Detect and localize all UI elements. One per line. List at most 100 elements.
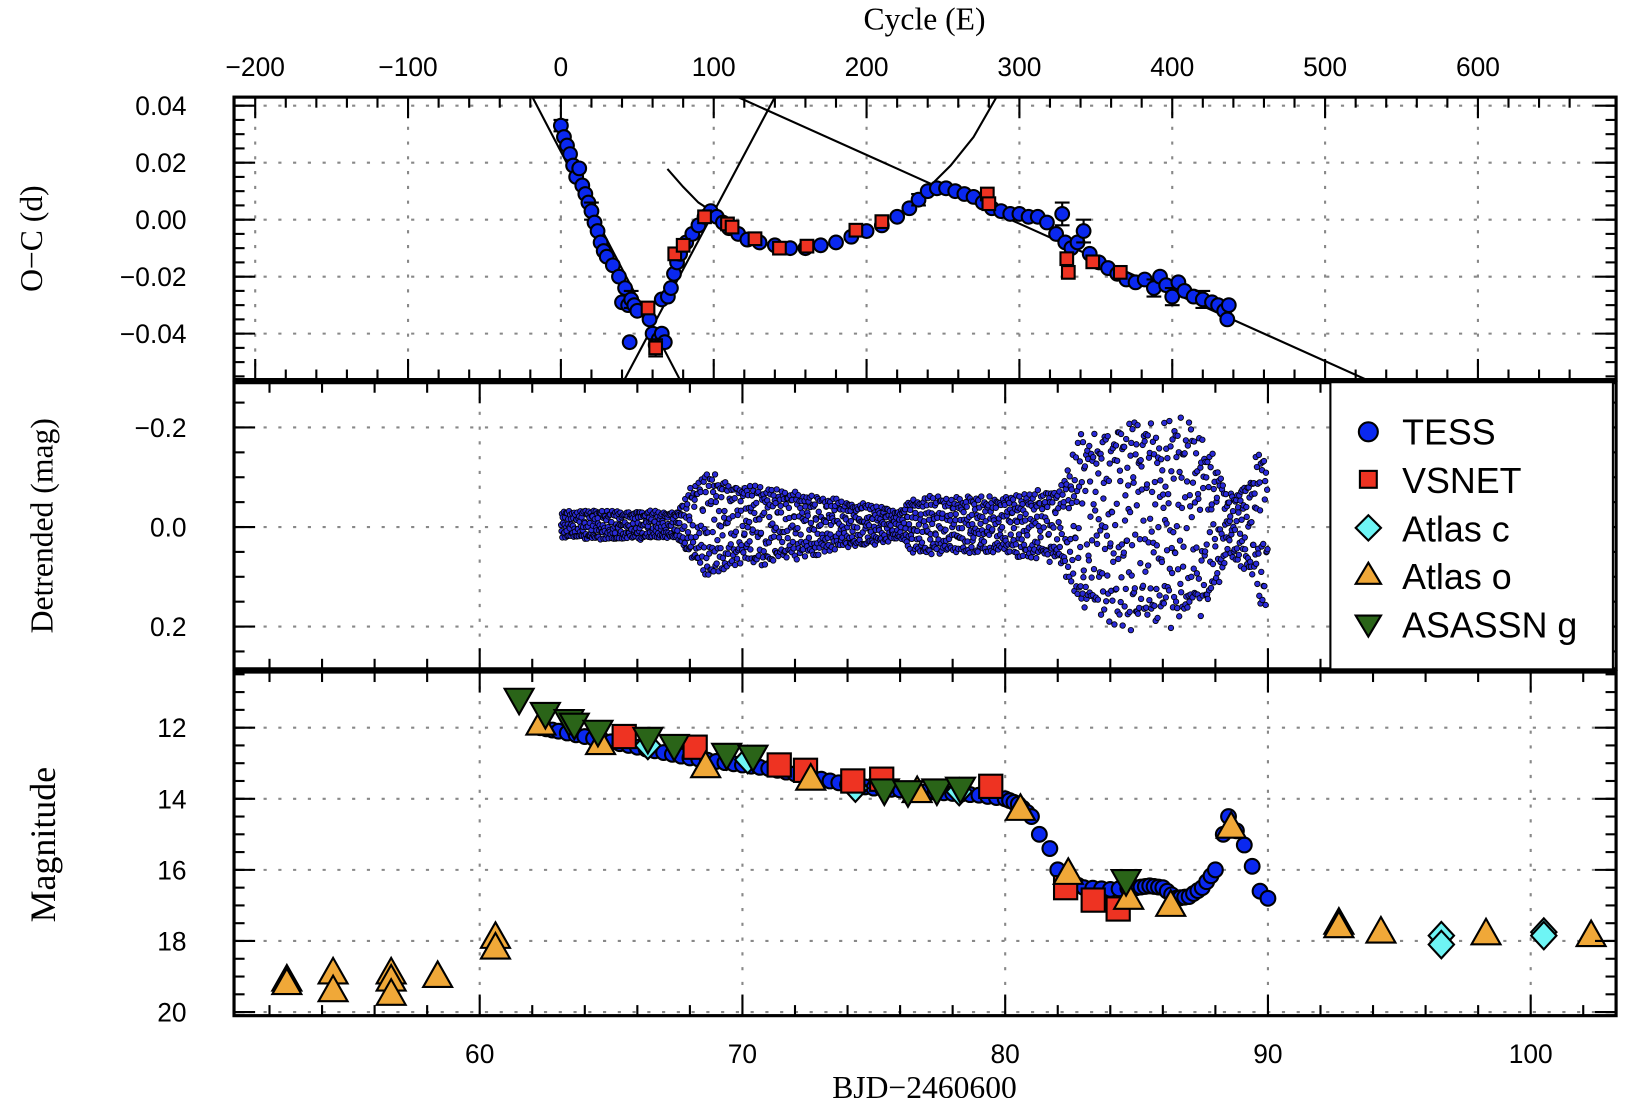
detrended-point-tess <box>1115 555 1122 563</box>
detrended-point-tess <box>1210 485 1217 493</box>
detrended-point-tess <box>1224 545 1231 553</box>
detrended-point-tess <box>1177 414 1184 421</box>
detrended-point-tess <box>915 521 923 528</box>
detrended-point-tess <box>1192 450 1200 457</box>
oc-point-vsnet <box>640 300 656 316</box>
oc-point-vsnet <box>981 196 997 212</box>
detrended-point-tess <box>1068 578 1075 585</box>
detrended-point-tess <box>1193 544 1200 551</box>
detrended-point-tess <box>1077 543 1084 551</box>
detrended-point-tess <box>1162 483 1169 490</box>
detrended-point-tess <box>1166 417 1173 425</box>
oc-points <box>552 117 1237 358</box>
detrended-point-tess <box>1250 541 1257 549</box>
detrended-point-tess <box>1177 580 1184 588</box>
detrended-point-tess <box>1243 513 1250 521</box>
detrended-point-tess <box>1189 479 1197 486</box>
detrended-point-tess <box>1176 613 1183 620</box>
mag-point-tess <box>1259 889 1277 907</box>
detrended-point-tess <box>1093 532 1100 539</box>
detrended-point-tess <box>1233 545 1241 552</box>
detrended-point-tess <box>1253 463 1261 471</box>
mag-point-vsnet <box>978 773 1004 799</box>
detrended-point-tess <box>1064 563 1072 570</box>
detrended-point-tess <box>1126 420 1133 427</box>
detrended-point-tess <box>1142 568 1149 575</box>
mag-point-asassn-g <box>631 726 665 756</box>
detrended-point-tess <box>777 502 784 509</box>
oc-point-tess <box>1220 297 1237 314</box>
detrended-point-tess <box>1113 585 1120 592</box>
mag-point-atlas-o <box>1004 792 1037 821</box>
detrended-point-tess <box>805 534 813 541</box>
fit-line <box>926 97 998 190</box>
detrended-point-tess <box>1075 524 1082 532</box>
detrended-point-tess <box>1097 611 1105 618</box>
detrended-point-tess <box>1012 541 1020 548</box>
detrended-point-tess <box>783 554 790 561</box>
detrended-point-tess <box>697 488 704 496</box>
mag-point-atlas-o <box>1469 916 1503 946</box>
detrended-point-tess <box>1137 560 1144 567</box>
detrended-point-tess <box>1101 545 1109 553</box>
detrended-point-tess <box>718 494 725 501</box>
detrended-point-tess <box>1235 551 1243 559</box>
detrended-point-tess <box>1256 592 1263 599</box>
detrended-point-tess <box>1168 544 1175 552</box>
detrended-point-tess <box>1209 450 1216 457</box>
detrended-point-tess <box>1264 546 1271 553</box>
mag-point-atlas-o <box>1322 909 1356 939</box>
detrended-point-tess <box>1022 510 1029 518</box>
detrended-point-tess <box>1212 543 1219 550</box>
bottom-tick-label: 90 <box>1253 1039 1282 1069</box>
detrended-point-tess <box>751 482 759 489</box>
axes: 0.04 0.02 0.00 −0.02 −0.04 −0.2 0.0 0.2 12 14 16 18… <box>120 52 1618 1069</box>
detrended-point-tess <box>705 482 712 490</box>
detrended-point-tess <box>1256 479 1263 486</box>
detrended-point-tess <box>1068 486 1075 493</box>
detrended-point-tess <box>1145 562 1152 569</box>
detrended-point-tess <box>1177 589 1185 596</box>
detrended-point-tess <box>1079 500 1086 507</box>
detrended-point-tess <box>1197 612 1204 620</box>
bottom-tick-label: 80 <box>991 1039 1020 1069</box>
detrended-point-tess <box>1092 507 1099 514</box>
detrended-point-tess <box>1260 457 1268 465</box>
detrended-point-tess <box>1203 541 1210 548</box>
detrended-point-tess <box>760 548 767 555</box>
mag-point-asassn-g <box>529 701 562 731</box>
detrended-point-tess <box>1083 541 1091 548</box>
detrended-point-tess <box>1127 626 1135 634</box>
detrended-point-tess <box>729 513 736 520</box>
top-axis-title: Cycle (E) <box>864 2 986 37</box>
detrended-point-tess <box>1126 508 1134 516</box>
detrended-point-tess <box>1196 506 1204 513</box>
detrended-point-tess <box>710 568 717 575</box>
detrended-point-tess <box>702 488 709 496</box>
detrended-point-tess <box>1077 583 1084 590</box>
detrended-point-tess <box>977 520 984 527</box>
legend-marker-tess <box>1357 421 1379 443</box>
detrended-point-tess <box>1221 559 1228 567</box>
mag-point-tess <box>1041 840 1059 857</box>
detrended-point-tess <box>1262 477 1269 485</box>
y-tick-label: 14 <box>157 784 186 814</box>
mag-point-asassn-g <box>581 719 615 749</box>
y-tick-label: 0.00 <box>135 205 186 235</box>
oc-point-vsnet <box>848 222 864 238</box>
detrended-point-tess <box>847 517 855 525</box>
detrended-point-tess <box>1213 494 1221 501</box>
mag-point-atlas-o <box>1214 809 1248 839</box>
detrended-point-tess <box>740 549 747 556</box>
detrended-point-tess <box>1190 438 1198 445</box>
mag-point-asassn-g <box>710 742 743 772</box>
detrended-point-tess <box>1178 474 1185 481</box>
detrended-point-tess <box>952 510 959 518</box>
detrended-point-tess <box>689 539 697 546</box>
detrended-point-tess <box>1094 596 1102 603</box>
detrended-point-tess <box>1211 535 1219 543</box>
mag-point-asassn-g <box>944 776 977 806</box>
detrended-point-tess <box>772 524 780 531</box>
detrended-point-tess <box>1019 500 1026 508</box>
